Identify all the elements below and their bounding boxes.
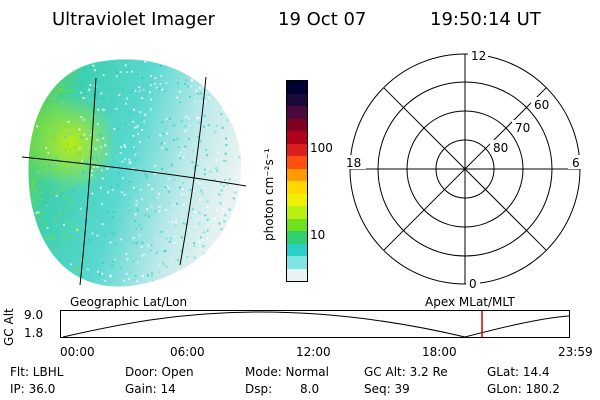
filter-info: Flt: LBHL (10, 365, 64, 379)
colorbar-label: photon cm⁻²s⁻¹ (262, 148, 276, 241)
apex-grid-label: Apex MLat/MLT (425, 295, 515, 309)
colorbar-segment (287, 93, 307, 106)
altitude-plot (60, 310, 570, 338)
colorbar-segment (287, 106, 307, 119)
colorbar-segment (287, 81, 307, 94)
colorbar-segment (287, 181, 307, 194)
time-tick-0: 00:00 (60, 345, 95, 359)
polar-grid-panel: 12 18 6 0 60 70 80 (344, 50, 582, 290)
seq-info: Seq: 39 (364, 382, 410, 396)
dsp-value: 8.0 (300, 382, 320, 396)
geographic-grid (21, 76, 247, 286)
altitude-ytick-low: 1.8 (24, 326, 44, 340)
mlt-line-diag-2 (383, 87, 547, 251)
colorbar (286, 80, 308, 282)
mlat-label-60: 60 (534, 98, 549, 112)
mlt-label-18: 18 (346, 156, 361, 170)
altitude-curve (62, 311, 570, 338)
mlt-label-6: 6 (572, 156, 580, 170)
uv-disk-image (28, 59, 242, 287)
mlat-label-70: 70 (515, 121, 530, 135)
time-tick-2: 12:00 (296, 345, 331, 359)
colorbar-segment (287, 131, 307, 144)
colorbar-segment (287, 206, 307, 219)
colorbar-segment (287, 118, 307, 131)
colorbar-segment (287, 243, 307, 256)
mlat-label-80: 80 (493, 141, 508, 155)
date-label: 19 Oct 07 (278, 9, 367, 30)
gain-info: Gain: 14 (125, 382, 176, 396)
gc-alt-info: GC Alt: 3.2 Re (364, 365, 448, 379)
colorbar-segment (287, 143, 307, 156)
glat-info: GLat: 14.4 (487, 365, 550, 379)
mode-info: Mode: Normal (245, 365, 329, 379)
glon-info: GLon: 180.2 (487, 382, 560, 396)
mlt-label-0: 0 (469, 277, 477, 290)
colorbar-segment (287, 193, 307, 206)
colorbar-segment (287, 231, 307, 244)
colorbar-segment (287, 168, 307, 181)
ip-info: IP: 36.0 (10, 382, 56, 396)
dsp-label: Dsp: (245, 382, 273, 396)
colorbar-tick-100: 100 (310, 141, 333, 155)
colorbar-segment (287, 156, 307, 169)
geographic-grid-label: Geographic Lat/Lon (70, 295, 188, 309)
time-label: 19:50:14 UT (430, 9, 541, 30)
altitude-ytick-high: 9.0 (24, 308, 44, 322)
colorbar-segment (287, 218, 307, 231)
time-tick-1: 06:00 (170, 345, 205, 359)
altitude-ylabel: GC Alt (2, 308, 16, 346)
time-tick-4: 23:59 (558, 345, 593, 359)
mlt-label-12: 12 (471, 50, 486, 63)
time-tick-3: 18:00 (422, 345, 457, 359)
instrument-title: Ultraviolet Imager (52, 9, 215, 30)
colorbar-segment (287, 256, 307, 269)
colorbar-segment (287, 268, 307, 281)
door-info: Door: Open (125, 365, 194, 379)
colorbar-tick-10: 10 (310, 228, 326, 242)
